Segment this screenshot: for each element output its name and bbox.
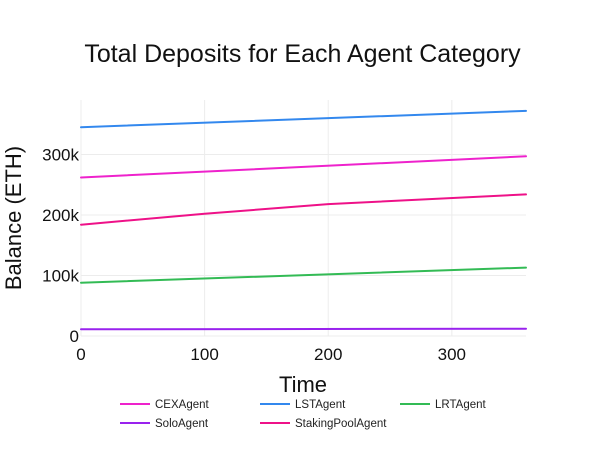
x-tick-label: 200 xyxy=(314,345,342,364)
y-axis-title: Balance (ETH) xyxy=(1,146,26,290)
legend-item-soloagent[interactable]: SoloAgent xyxy=(120,418,209,430)
legend-label: SoloAgent xyxy=(155,418,209,430)
legend-label: StakingPoolAgent xyxy=(295,418,387,430)
y-tick-label: 300k xyxy=(42,145,79,164)
series-line-cexagent xyxy=(80,155,527,179)
legend-item-lstagent[interactable]: LSTAgent xyxy=(260,399,346,411)
y-tick-label: 100k xyxy=(42,266,79,285)
series-line-soloagent xyxy=(80,327,527,331)
legend-item-cexagent[interactable]: CEXAgent xyxy=(120,399,210,411)
chart-title: Total Deposits for Each Agent Category xyxy=(84,40,521,68)
legend-label: LSTAgent xyxy=(295,399,346,411)
series-line-lstagent xyxy=(80,109,527,129)
series-lines xyxy=(80,109,527,331)
legend-label: LRTAgent xyxy=(435,399,487,411)
legend-item-stakingpoolagent[interactable]: StakingPoolAgent xyxy=(260,418,387,430)
x-tick-label: 0 xyxy=(76,345,85,364)
y-axis-ticks: 0 100k 200k 300k xyxy=(42,145,79,346)
series-line-lrtagent xyxy=(80,266,527,284)
series-line-stakingpoolagent xyxy=(80,193,527,226)
y-tick-label: 200k xyxy=(42,206,79,225)
x-axis-ticks: 0 100 200 300 xyxy=(76,345,466,364)
x-tick-label: 100 xyxy=(190,345,218,364)
y-tick-label: 0 xyxy=(70,327,79,346)
x-axis-title: Time xyxy=(279,372,327,397)
x-tick-label: 300 xyxy=(438,345,466,364)
legend: CEXAgent LSTAgent LRTAgent SoloAgent Staking… xyxy=(120,399,487,430)
legend-item-lrtagent[interactable]: LRTAgent xyxy=(400,399,487,411)
legend-label: CEXAgent xyxy=(155,399,210,411)
